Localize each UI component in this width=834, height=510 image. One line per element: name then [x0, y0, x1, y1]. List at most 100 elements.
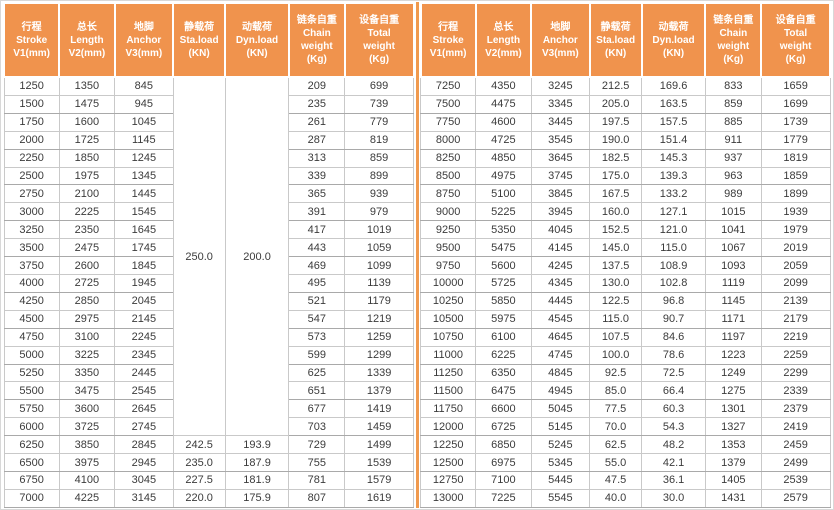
cell-anchor: 1845 [114, 256, 174, 275]
cell-chain-weight: 391 [288, 202, 346, 222]
cell-total-weight: 2059 [760, 256, 831, 275]
cell-length: 4225 [58, 488, 116, 509]
header-line: 链条自重 [713, 15, 754, 26]
cell-chain-weight: 1301 [704, 399, 762, 419]
header-line: Length [486, 34, 521, 46]
spec-table-left: 行程 Stroke V1(mm) 总长 Length V2(mm) 地脚 Anchor V3(m… [2, 2, 415, 509]
cell-total-weight: 1539 [344, 453, 414, 472]
cell-stroke: 11500 [419, 381, 477, 401]
cell-length: 3350 [58, 363, 116, 383]
cell-dyn-load: 157.5 [641, 112, 706, 132]
cell-dyn-load: 151.4 [641, 130, 706, 150]
cell-total-weight: 779 [344, 112, 414, 132]
cell-total-weight: 2379 [760, 399, 831, 419]
cell-stroke: 7000 [3, 488, 60, 509]
cell-stroke: 8250 [419, 148, 477, 168]
cell-anchor: 3145 [114, 488, 174, 509]
table-row: 2250 1850 1245 313 859 [3, 148, 414, 168]
cell-anchor: 2845 [114, 435, 174, 455]
table-row: 9250 5350 4045 152.5 121.0 1041 1979 [419, 220, 831, 240]
cell-chain-weight: 235 [288, 94, 346, 114]
cell-anchor: 4145 [530, 238, 591, 258]
cell-anchor: 2245 [114, 327, 174, 347]
table-row: 7750 4600 3445 197.5 157.5 885 1739 [419, 112, 831, 132]
cell-anchor: 2045 [114, 291, 174, 311]
column-header-anchor: 地脚 Anchor V3(mm) [530, 2, 591, 78]
cell-chain-weight: 1067 [704, 238, 762, 258]
cell-anchor: 4445 [530, 291, 591, 311]
header-line: Chain [719, 28, 748, 39]
header-line: (KN) [188, 47, 210, 59]
cell-chain-weight: 1015 [704, 202, 762, 222]
cell-anchor: 1945 [114, 274, 174, 293]
cell-total-weight: 2259 [760, 345, 831, 365]
cell-length: 2100 [58, 184, 116, 204]
cell-dyn-load: 42.1 [641, 453, 706, 472]
cell-anchor: 3245 [530, 76, 591, 96]
cell-stroke: 12000 [419, 417, 477, 437]
cell-dyn-load: 66.4 [641, 381, 706, 401]
cell-length: 4475 [475, 94, 532, 114]
cell-stroke: 5750 [3, 399, 60, 419]
cell-anchor: 2545 [114, 381, 174, 401]
table-row: 3250 2350 1645 417 1019 [3, 220, 414, 240]
cell-chain-weight: 339 [288, 166, 346, 186]
cell-stroke: 3500 [3, 238, 60, 258]
cell-stroke: 9750 [419, 256, 477, 275]
table-row: 1250 1350 845 250.0 200.0 209 699 [3, 76, 414, 437]
cell-stroke: 7250 [419, 76, 477, 96]
cell-length: 4100 [58, 470, 116, 490]
cell-dyn-load: 121.0 [641, 220, 706, 240]
cell-length: 5975 [475, 309, 532, 329]
cell-dyn-load: 127.1 [641, 202, 706, 222]
cell-stroke: 9500 [419, 238, 477, 258]
cell-dyn-load: 187.9 [224, 453, 290, 472]
cell-total-weight: 1699 [760, 94, 831, 114]
cell-sta-load: 40.0 [589, 488, 643, 509]
cell-chain-weight: 1223 [704, 345, 762, 365]
cell-length: 6100 [475, 327, 532, 347]
cell-sta-load: 70.0 [589, 417, 643, 437]
cell-total-weight: 1059 [344, 238, 414, 258]
spec-table-right: 行程 Stroke V1(mm) 总长 Length V2(mm) 地脚 Anchor V3(m… [419, 2, 832, 509]
header-line: Sta.load [596, 34, 636, 46]
cell-total-weight: 2419 [760, 417, 831, 437]
cell-length: 2725 [58, 274, 116, 293]
cell-dyn-load: 175.9 [224, 488, 290, 509]
cell-anchor: 1245 [114, 148, 174, 168]
cell-chain-weight: 443 [288, 238, 346, 258]
cell-anchor: 3745 [530, 166, 591, 186]
header-line: V2(mm) [485, 47, 522, 59]
table-row: 6500 3975 2945 235.0 187.9 755 1539 [3, 453, 414, 472]
cell-stroke: 7500 [419, 94, 477, 114]
cell-length: 1600 [58, 112, 116, 132]
header-line: 链条自重 [296, 15, 337, 26]
cell-length: 3975 [58, 453, 116, 472]
cell-length: 3225 [58, 345, 116, 365]
cell-dyn-load: 108.9 [641, 256, 706, 275]
cell-stroke: 10250 [419, 291, 477, 311]
table-row: 2500 1975 1345 339 899 [3, 166, 414, 186]
cell-length: 6600 [475, 399, 532, 419]
table-row: 7500 4475 3345 205.0 163.5 859 1699 [419, 94, 831, 114]
cell-chain-weight: 1197 [704, 327, 762, 347]
cell-total-weight: 2499 [760, 453, 831, 472]
cell-total-weight: 859 [344, 148, 414, 168]
cell-total-weight: 1379 [344, 381, 414, 401]
cell-total-weight: 1259 [344, 327, 414, 347]
cell-sta-load: 212.5 [589, 76, 643, 96]
cell-chain-weight: 573 [288, 327, 346, 347]
cell-sta-load: 190.0 [589, 130, 643, 150]
cell-sta-load: 242.5 [172, 435, 226, 455]
cell-length: 2350 [58, 220, 116, 240]
header-line: Sta.load [179, 34, 219, 46]
cell-chain-weight: 1171 [704, 309, 762, 329]
cell-chain-weight: 313 [288, 148, 346, 168]
cell-anchor: 5045 [530, 399, 591, 419]
cell-chain-weight: 287 [288, 130, 346, 150]
table-row: 10000 5725 4345 130.0 102.8 1119 2099 [419, 274, 831, 293]
cell-total-weight: 2459 [760, 435, 831, 455]
header-line: Total [784, 28, 808, 39]
cell-anchor: 5345 [530, 453, 591, 472]
